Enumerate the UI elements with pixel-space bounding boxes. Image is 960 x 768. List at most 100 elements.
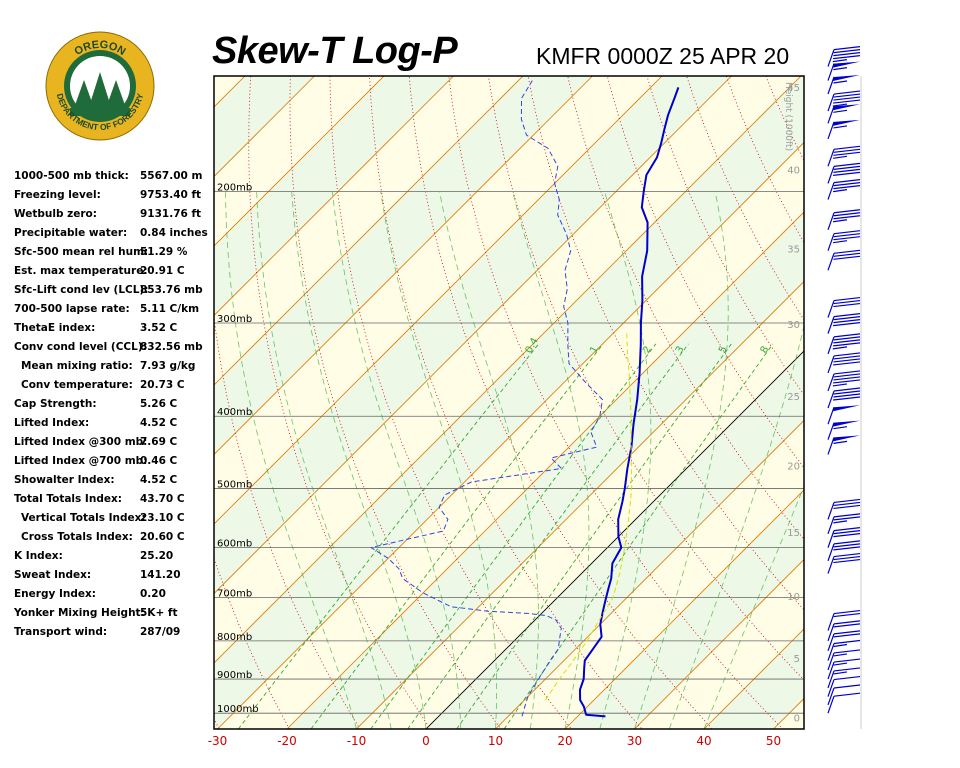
isotherm-line	[214, 76, 594, 456]
index-value: 7.69 C	[140, 436, 178, 448]
index-row: 1000-500 mb thick: 5567.00 m	[14, 168, 214, 187]
index-value: 3.52 C	[140, 322, 178, 334]
index-value: 832.56 mb	[140, 341, 203, 353]
wind-barb	[827, 249, 861, 271]
wind-barb-flag	[833, 684, 861, 689]
index-row: Sweat Index: 141.20	[14, 567, 214, 586]
wind-barb-flag	[833, 313, 861, 318]
index-label: 1000-500 mb thick:	[14, 170, 129, 182]
wind-barb-flag	[833, 49, 861, 54]
wind-barb-flag	[833, 543, 861, 548]
wind-barb	[827, 352, 861, 374]
wind-barb	[827, 296, 861, 318]
wind-barb-staff	[827, 49, 835, 67]
wind-barb-flag	[833, 552, 861, 558]
x-tick-label: 30	[627, 734, 642, 748]
index-value: 0.84 inches	[140, 227, 208, 239]
wind-barb-staff	[827, 182, 835, 200]
dry-adiabat-line	[861, 26, 960, 744]
index-row: Lifted Index: 4.52 C	[14, 415, 214, 434]
wind-barb-flag	[833, 319, 861, 324]
wind-barb-flag	[833, 316, 861, 321]
index-row: Transport wind: 287/09	[14, 624, 214, 643]
height-tick-label: 20	[787, 461, 800, 472]
index-value: 141.20	[140, 569, 181, 581]
wind-barb-staff	[827, 502, 835, 520]
height-tick-label: 25	[787, 392, 800, 403]
wind-barb-flag	[833, 530, 861, 535]
dry-adiabat-line	[567, 76, 804, 540]
isotherm-line	[214, 76, 663, 525]
wind-barb-half-flag	[833, 671, 848, 675]
wind-barb-staff	[827, 355, 835, 374]
wind-barb	[827, 527, 861, 548]
index-label: Vertical Totals Index:	[21, 512, 146, 524]
wind-barb-staff	[827, 530, 835, 548]
isotherm-line	[214, 76, 455, 317]
pressure-label: 800mb	[217, 632, 252, 643]
wind-barb-flag	[833, 236, 861, 241]
index-label: Sfc-Lift cond lev (LCL):	[14, 284, 149, 296]
wind-barb-flag	[833, 504, 861, 510]
wind-barb-flag	[833, 184, 861, 190]
wind-barb-flag	[833, 352, 861, 357]
index-value: 9131.76 ft	[140, 208, 202, 220]
wind-barb-flag	[833, 233, 861, 238]
index-value: 4.52 C	[140, 417, 178, 429]
wind-barb-pennant	[833, 104, 860, 111]
index-label: Lifted Index @700 mb:	[14, 455, 148, 467]
wind-barb-flag	[833, 302, 861, 308]
wind-barb-half-flag	[833, 643, 848, 648]
index-row: Sfc-500 mean rel hum: 51.29 %	[14, 244, 214, 263]
index-label: Freezing level:	[14, 189, 101, 201]
moist-adiabat-line	[291, 191, 427, 729]
height-axis-label: Height (1000ft)	[783, 82, 793, 151]
index-label: Est. max temperature:	[14, 265, 148, 277]
index-row: Lifted Index @300 mb: 7.69 C	[14, 434, 214, 453]
wind-barb-staff	[827, 516, 835, 535]
wind-barb-flag	[833, 373, 861, 378]
wind-barb	[827, 178, 861, 200]
index-value: 20.60 C	[140, 531, 185, 543]
isotherm-line	[214, 76, 316, 178]
wind-barb	[827, 630, 861, 652]
wind-barb-flag	[833, 230, 861, 235]
wind-barb-half-flag	[833, 426, 848, 430]
wind-barb-flag	[833, 181, 861, 187]
pressure-label: 300mb	[217, 314, 252, 325]
index-row: Wetbulb zero: 9131.76 ft	[14, 206, 214, 225]
wind-barb	[827, 75, 860, 95]
wind-barb-flag	[833, 540, 861, 545]
wind-barb-staff	[827, 166, 835, 184]
tree-icon	[74, 72, 126, 110]
wind-barb	[827, 313, 861, 334]
pressure-label: 400mb	[217, 407, 252, 418]
index-value: 853.76 mb	[140, 284, 203, 296]
wind-barb-pennant	[833, 420, 860, 427]
wind-barb-flag	[833, 620, 861, 625]
mixing-ratio-label: 3	[674, 345, 687, 356]
index-label: K Index:	[14, 550, 63, 562]
wind-barb	[827, 675, 861, 697]
wind-barb-half-flag	[832, 59, 848, 63]
stability-indices-panel: 1000-500 mb thick: 5567.00 m Freezing leve…	[14, 168, 214, 643]
mixing-ratio-label: 2	[641, 345, 654, 356]
height-tick-label: 5	[794, 654, 800, 665]
moist-adiabat-line	[634, 191, 729, 729]
index-label: Lifted Index:	[14, 417, 90, 429]
wind-barb-flag	[833, 52, 861, 57]
wind-barb-flag	[833, 333, 861, 338]
wind-barb-flag	[833, 396, 861, 401]
isotherm-line	[494, 419, 804, 729]
height-tick-label: 30	[787, 320, 800, 331]
wind-barb-half-flag	[833, 440, 848, 444]
wind-barb-half-flag	[832, 383, 848, 387]
moist-adiabat-line	[599, 191, 652, 729]
index-value: 43.70 C	[140, 493, 185, 505]
height-tick-label: 40	[787, 166, 800, 177]
wind-barb-flag	[833, 649, 861, 654]
pressure-label: 600mb	[217, 539, 252, 550]
parcel-trace	[544, 333, 633, 701]
index-row: Lifted Index @700 mb: 0.46 C	[14, 453, 214, 472]
